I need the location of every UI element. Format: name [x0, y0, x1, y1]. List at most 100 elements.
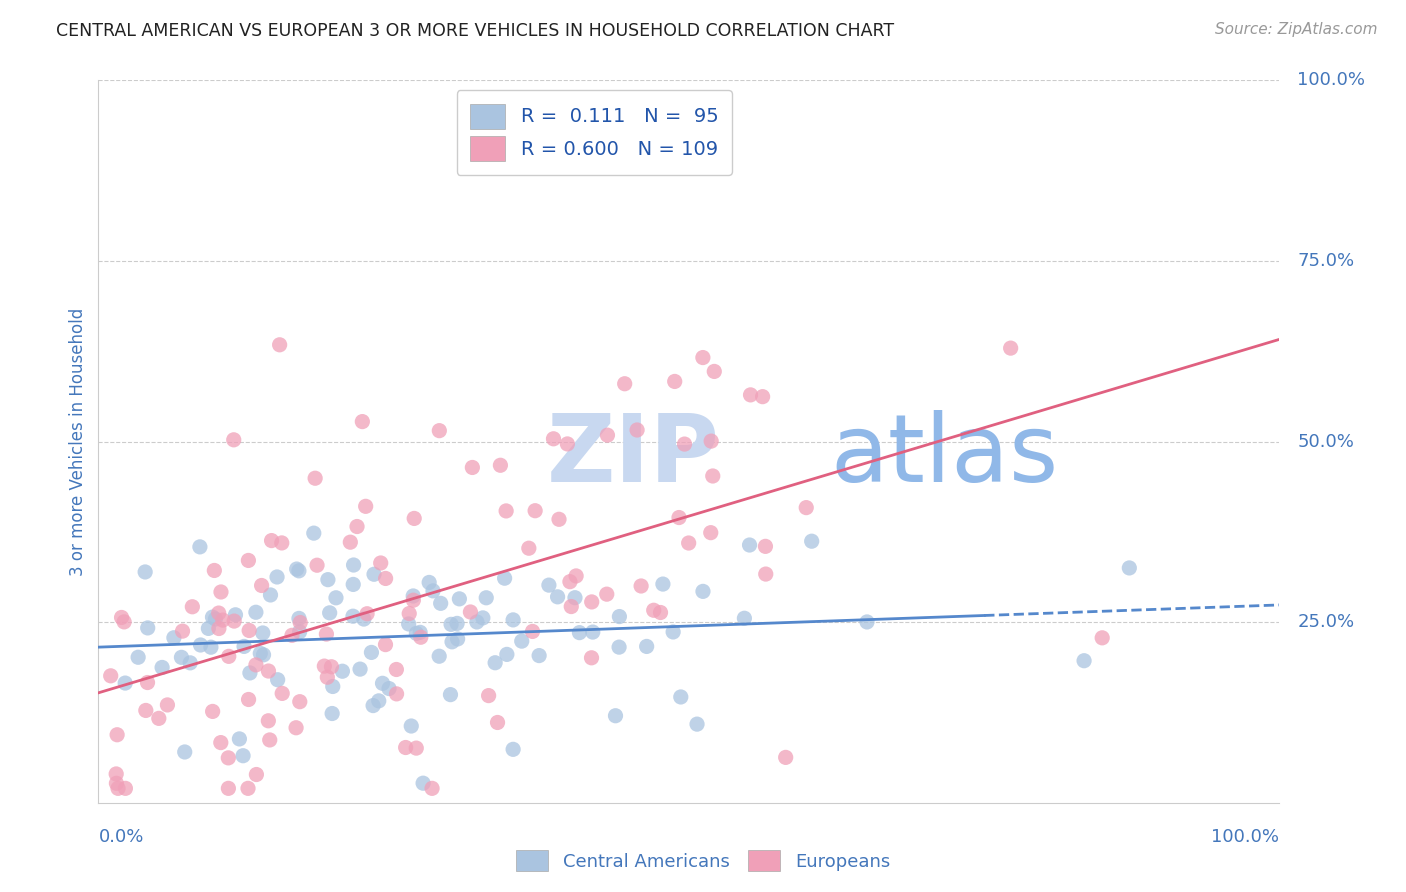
Point [517, 541, 540, 556]
Point [613, 376, 636, 391]
Point [245, 605, 267, 619]
Point [502, 613, 524, 627]
Point [582, 625, 605, 640]
Point [250, 578, 273, 592]
Point [692, 351, 714, 365]
Point [418, 575, 440, 590]
Point [440, 617, 463, 632]
Point [636, 640, 658, 654]
Point [209, 736, 232, 750]
Point [245, 767, 267, 781]
Point [188, 540, 211, 554]
Point [281, 628, 304, 642]
Point [427, 424, 450, 438]
Point [643, 603, 665, 617]
Point [200, 640, 222, 655]
Point [190, 638, 212, 652]
Point [422, 583, 444, 598]
Point [510, 634, 533, 648]
Point [112, 615, 135, 629]
Point [105, 776, 128, 790]
Point [669, 690, 692, 704]
Point [360, 645, 382, 659]
Point [495, 504, 517, 518]
Point [217, 751, 239, 765]
Point [558, 574, 581, 589]
Point [135, 703, 157, 717]
Point [321, 706, 343, 721]
Legend: Central Americans, Europeans: Central Americans, Europeans [509, 843, 897, 879]
Point [607, 640, 630, 654]
Point [363, 567, 385, 582]
Point [395, 740, 418, 755]
Point [361, 698, 384, 713]
Point [288, 564, 311, 578]
Point [441, 635, 464, 649]
Text: atlas: atlas [831, 410, 1059, 502]
Point [239, 665, 262, 680]
Point [266, 673, 288, 687]
Point [800, 534, 823, 549]
Y-axis label: 3 or more Vehicles in Household: 3 or more Vehicles in Household [69, 308, 87, 575]
Point [398, 616, 420, 631]
Point [233, 640, 256, 654]
Point [315, 627, 337, 641]
Text: 100.0%: 100.0% [1298, 71, 1365, 89]
Point [342, 558, 364, 572]
Point [352, 415, 374, 429]
Point [412, 776, 434, 790]
Point [150, 660, 173, 674]
Point [370, 556, 392, 570]
Point [342, 577, 364, 591]
Point [136, 675, 159, 690]
Point [127, 650, 149, 665]
Point [398, 607, 420, 621]
Point [260, 533, 283, 548]
Point [208, 606, 231, 620]
Point [271, 686, 294, 700]
Point [252, 648, 274, 662]
Point [702, 469, 724, 483]
Point [222, 433, 245, 447]
Point [288, 611, 311, 625]
Point [288, 624, 311, 639]
Point [356, 607, 378, 621]
Point [285, 721, 308, 735]
Point [489, 458, 512, 473]
Point [692, 584, 714, 599]
Point [105, 728, 128, 742]
Point [136, 621, 159, 635]
Point [217, 781, 239, 796]
Point [1073, 654, 1095, 668]
Point [547, 590, 569, 604]
Point [449, 591, 471, 606]
Point [794, 500, 817, 515]
Text: 50.0%: 50.0% [1298, 433, 1354, 450]
Point [856, 615, 879, 629]
Text: 100.0%: 100.0% [1212, 828, 1279, 847]
Point [755, 567, 778, 582]
Point [524, 504, 547, 518]
Point [605, 708, 627, 723]
Point [257, 714, 280, 728]
Point [581, 650, 603, 665]
Point [446, 632, 468, 646]
Point [148, 711, 170, 725]
Point [238, 692, 260, 706]
Point [224, 607, 246, 622]
Point [738, 538, 761, 552]
Point [557, 437, 579, 451]
Text: 75.0%: 75.0% [1298, 252, 1354, 270]
Point [662, 624, 685, 639]
Point [204, 612, 226, 626]
Point [465, 615, 488, 629]
Point [754, 540, 776, 554]
Point [201, 610, 224, 624]
Point [385, 663, 408, 677]
Point [316, 670, 339, 684]
Point [209, 585, 232, 599]
Text: 25.0%: 25.0% [1298, 613, 1354, 632]
Point [202, 564, 225, 578]
Point [290, 615, 312, 630]
Point [596, 428, 619, 442]
